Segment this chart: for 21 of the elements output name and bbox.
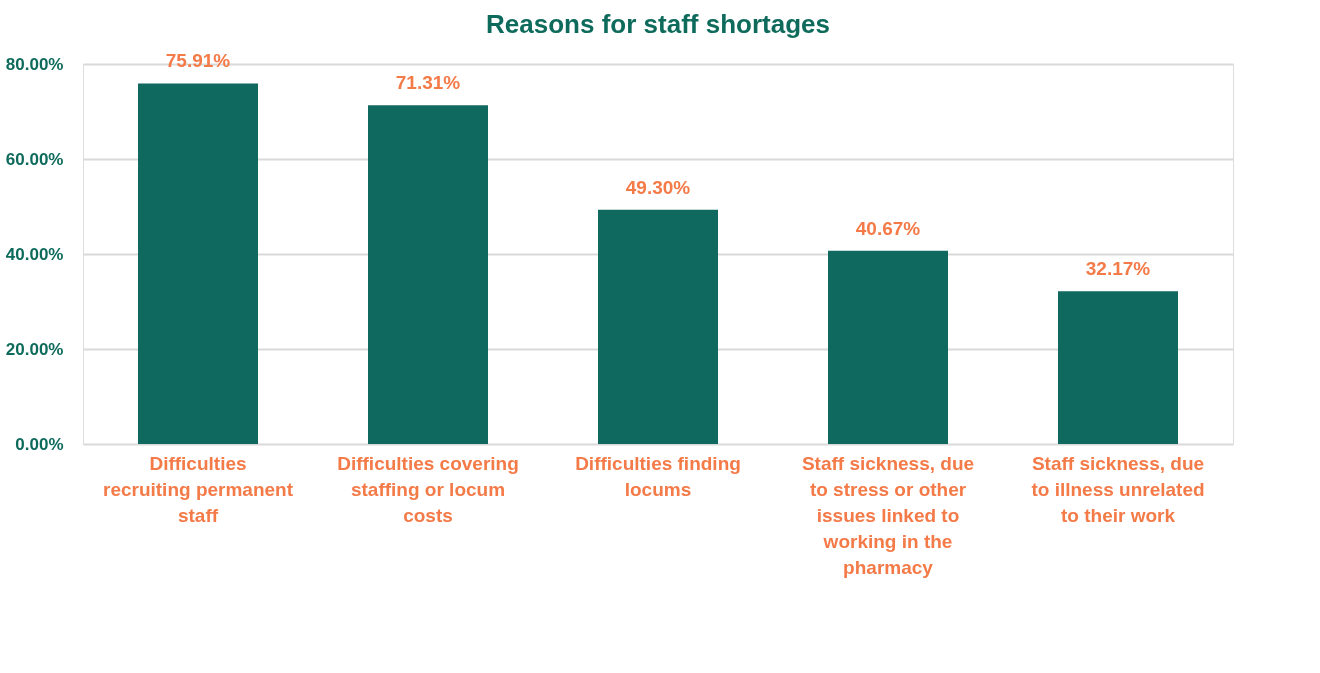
y-tick-label: 80.00% xyxy=(5,54,64,74)
x-tick-label: Difficulties finding locums xyxy=(575,452,741,500)
data-label: 40.67% xyxy=(855,217,921,239)
bar xyxy=(368,105,488,444)
y-tick-label: 20.00% xyxy=(5,339,64,359)
bar xyxy=(828,250,948,444)
x-tick-label: Difficulties recruiting permanent staff xyxy=(102,452,294,526)
x-tick-label: Staff sickness, due to illness unrelated to their work xyxy=(1031,452,1205,526)
data-label: 49.30% xyxy=(625,176,691,198)
data-label: 32.17% xyxy=(1085,258,1151,280)
bar xyxy=(1058,291,1178,444)
data-label: 71.31% xyxy=(395,72,461,94)
x-tick-label: Staff sickness, due to stress or other issues linked to working in the pharmacy xyxy=(801,452,975,578)
chart-title: Reasons for staff shortages xyxy=(486,9,830,40)
x-tick-label: Difficulties covering staffing or locum costs xyxy=(337,452,519,526)
y-tick-label: 60.00% xyxy=(5,149,64,169)
bar xyxy=(138,83,258,444)
bar xyxy=(598,209,718,444)
data-label: 75.91% xyxy=(165,50,231,72)
y-tick-label: 0.00% xyxy=(15,434,64,454)
y-tick-label: 40.00% xyxy=(5,244,64,264)
